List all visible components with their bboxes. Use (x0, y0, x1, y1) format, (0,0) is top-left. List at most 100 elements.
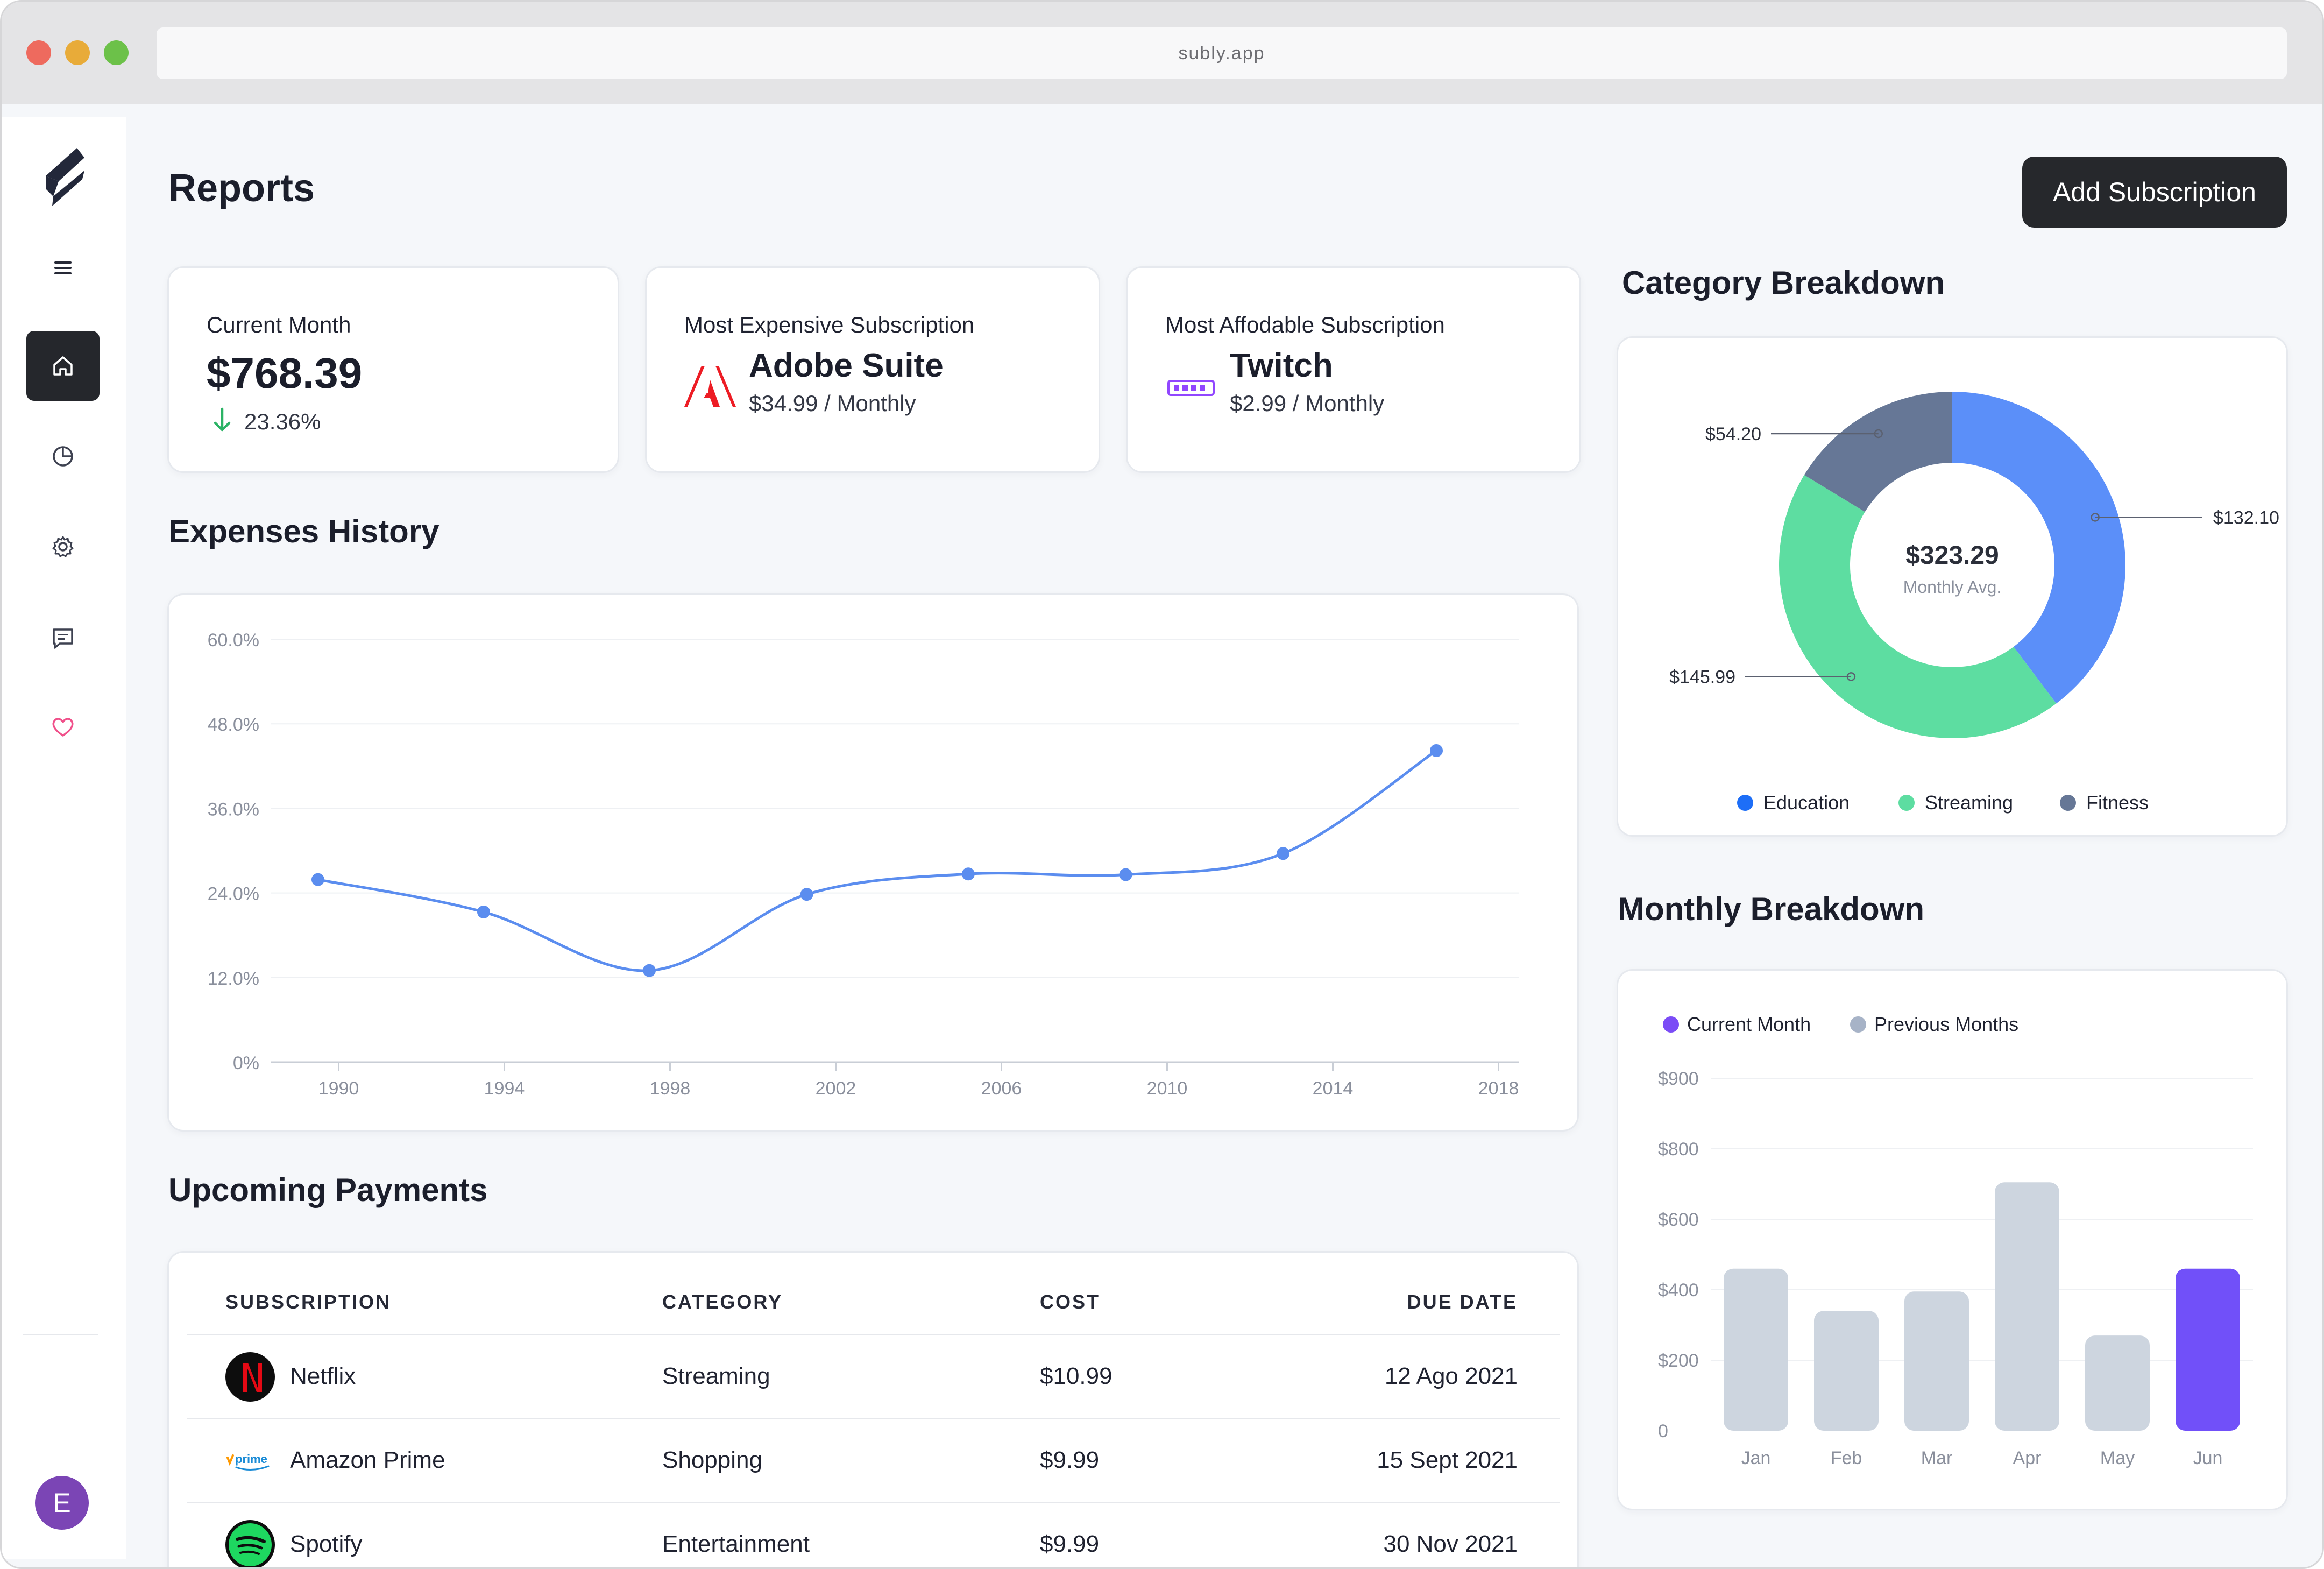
bar (2176, 1268, 2240, 1431)
current-month-value: $768.39 (207, 349, 363, 397)
most-expensive-card: Most Expensive Subscription Adobe Suite … (645, 266, 1100, 473)
maximize-window-button[interactable] (104, 40, 129, 65)
series-line (317, 749, 1437, 972)
category-breakdown-title: Category Breakdown (1622, 265, 1945, 301)
table-divider (187, 1502, 1560, 1503)
y-tick-label: 36.0% (208, 799, 259, 819)
bar (2085, 1335, 2150, 1431)
table-divider (187, 1418, 1560, 1419)
x-tick-label: 2002 (816, 1078, 856, 1099)
heart-icon (52, 718, 74, 737)
x-tick-label: Feb (1831, 1448, 1862, 1468)
x-tick-label: May (2100, 1448, 2135, 1468)
data-point (477, 905, 490, 918)
legend-dot (1663, 1016, 1679, 1033)
legend-label: Streaming (1925, 791, 2013, 814)
current-month-card: Current Month $768.39 23.36% (167, 266, 619, 473)
y-tick-label: $600 (1658, 1210, 1699, 1230)
most-affordable-name: Twitch (1230, 347, 1333, 384)
netflix-logo-icon (225, 1352, 275, 1402)
most-expensive-price: $34.99 / Monthly (749, 391, 916, 416)
logout-button[interactable] (26, 1551, 100, 1567)
legend-dot (1850, 1016, 1866, 1033)
y-tick-label: 0% (233, 1053, 259, 1073)
slice-value-label: $132.10 (2213, 507, 2279, 528)
donut-slice (1804, 392, 1952, 512)
subscription-due-date: 12 Ago 2021 (1384, 1363, 1518, 1389)
avatar[interactable]: E (35, 1476, 89, 1530)
x-tick-label: 1990 (318, 1078, 359, 1099)
gear-icon (52, 536, 74, 557)
legend-label: Education (1763, 791, 1850, 814)
upcoming-payments-card (167, 1251, 1579, 1567)
bar (1904, 1291, 1969, 1431)
x-tick-label: Mar (1921, 1448, 1953, 1468)
pie-chart-icon (53, 446, 73, 467)
menu-button[interactable] (26, 233, 100, 303)
table-divider (187, 1334, 1560, 1335)
minimize-window-button[interactable] (65, 40, 90, 65)
x-tick-label: 2014 (1313, 1078, 1354, 1099)
bar (1814, 1311, 1879, 1431)
sidebar-item-reports[interactable] (26, 421, 100, 491)
slice-value-label: $145.99 (1669, 667, 1735, 687)
subscription-due-date: 30 Nov 2021 (1383, 1531, 1518, 1557)
column-header-cost[interactable]: COST (1040, 1291, 1101, 1313)
x-tick-label: Jan (1741, 1448, 1771, 1468)
data-point (1119, 868, 1132, 881)
x-tick-label: 2006 (981, 1078, 1022, 1099)
y-tick-label: 24.0% (208, 884, 259, 904)
data-point (961, 867, 975, 881)
sidebar-item-settings[interactable] (26, 512, 100, 582)
category-donut-chart: $132.10 $145.99 $54.20 $323.29 Monthly Avg. E… (1669, 392, 2279, 814)
home-icon (53, 356, 73, 376)
hamburger-icon (54, 262, 72, 274)
current-month-label: Current Month (207, 312, 351, 337)
app-logo[interactable] (35, 143, 94, 213)
url-bar[interactable]: subly.app (157, 27, 2287, 79)
subscription-name: Amazon Prime (290, 1447, 445, 1473)
column-header-due-date[interactable]: DUE DATE (1407, 1291, 1518, 1313)
browser-titlebar: subly.app (2, 2, 2322, 104)
most-affordable-card: Most Affodable Subscription Twitch $2.99… (1126, 266, 1581, 473)
most-affordable-price: $2.99 / Monthly (1230, 391, 1385, 416)
y-tick-label: 60.0% (208, 630, 259, 651)
data-point (643, 964, 656, 977)
y-tick-label: $800 (1658, 1139, 1699, 1160)
column-header-category[interactable]: CATEGORY (662, 1291, 783, 1313)
subscription-name: Netflix (290, 1363, 356, 1389)
donut-slice (1952, 392, 2125, 704)
x-tick-label: 2018 (1478, 1078, 1519, 1099)
donut-slice (1779, 475, 2057, 739)
legend-label: Previous Months (1874, 1013, 2018, 1035)
y-tick-label: $900 (1658, 1069, 1699, 1089)
sidebar-item-messages[interactable] (26, 603, 100, 673)
subscription-cost: $10.99 (1040, 1363, 1113, 1389)
upcoming-payments-title: Upcoming Payments (168, 1172, 488, 1208)
data-point (800, 888, 813, 901)
amazon-prime-logo-icon: prime (226, 1452, 270, 1471)
monthly-bar-chart: Current Month Previous Months 0 $200 $400 $60… (1658, 1013, 2253, 1468)
most-expensive-label: Most Expensive Subscription (684, 312, 975, 337)
add-subscription-button[interactable]: Add Subscription (2022, 157, 2287, 228)
close-window-button[interactable] (26, 40, 51, 65)
y-tick-label: $200 (1658, 1351, 1699, 1371)
twitch-logo-icon (1167, 380, 1215, 396)
data-point (1277, 847, 1290, 860)
subscription-category: Streaming (662, 1363, 770, 1389)
sidebar-item-favorites[interactable] (26, 691, 100, 761)
y-tick-label: 48.0% (208, 715, 259, 735)
expenses-line-chart: 0% 12.0% 24.0% 36.0% 48.0% 60.0% 1990 1994 1998 2… (208, 630, 1519, 1099)
legend-label: Current Month (1687, 1013, 1811, 1035)
svg-text:prime: prime (235, 1452, 267, 1466)
legend-dot (1737, 795, 1753, 811)
spotify-logo-icon (225, 1520, 275, 1567)
subscription-due-date: 15 Sept 2021 (1377, 1447, 1518, 1473)
slice-value-label: $54.20 (1705, 424, 1761, 444)
most-affordable-label: Most Affodable Subscription (1165, 312, 1445, 337)
column-header-subscription[interactable]: SUBSCRIPTION (225, 1291, 392, 1313)
sidebar-item-home[interactable] (26, 331, 100, 401)
y-tick-label: 0 (1658, 1421, 1668, 1441)
x-tick-label: 1994 (484, 1078, 525, 1099)
